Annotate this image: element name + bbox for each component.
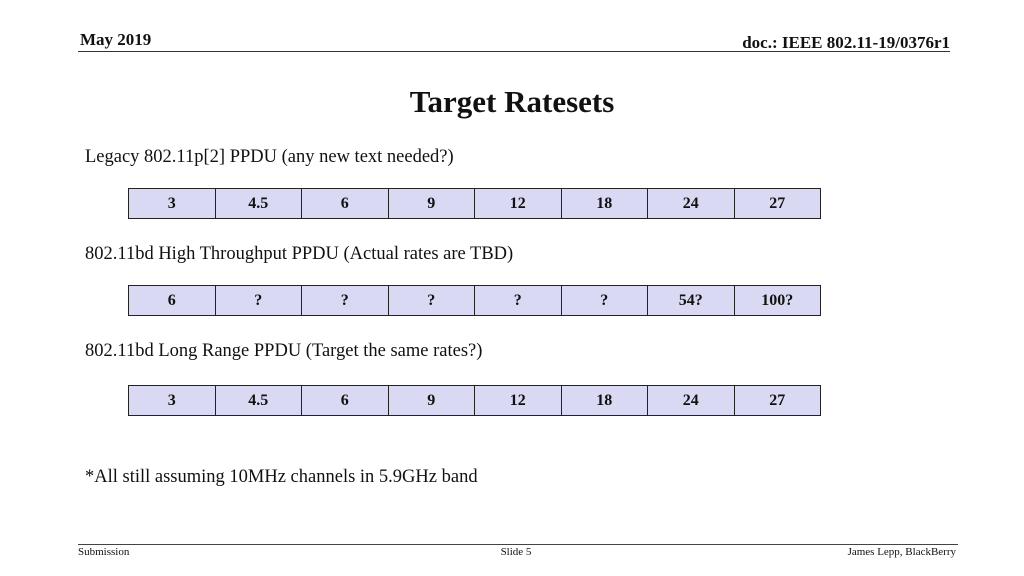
footnote: *All still assuming 10MHz channels in 5.… xyxy=(85,467,478,487)
rate-cell: ? xyxy=(301,285,389,316)
rate-cell: 100? xyxy=(733,285,821,316)
footer-slide-number: Slide 5 xyxy=(500,546,532,558)
rate-cell: 4.5 xyxy=(214,188,302,219)
rate-cell: 18 xyxy=(560,385,648,416)
rate-table-legacy: 3 4.5 6 9 12 18 24 27 xyxy=(128,188,821,219)
table-row: 6 ? ? ? ? ? 54? 100? xyxy=(128,285,821,316)
rate-cell: 27 xyxy=(733,385,821,416)
slide-title: Target Ratesets xyxy=(409,84,615,119)
rate-cell: 18 xyxy=(560,188,648,219)
rate-cell: 4.5 xyxy=(214,385,302,416)
rate-cell: 9 xyxy=(387,385,475,416)
rate-cell: 12 xyxy=(474,188,562,219)
rate-cell: 24 xyxy=(647,188,735,219)
rate-cell: 24 xyxy=(647,385,735,416)
footer-submission: Submission xyxy=(78,546,130,558)
rate-cell: 54? xyxy=(647,285,735,316)
section-heading-ht: 802.11bd High Throughput PPDU (Actual ra… xyxy=(85,244,514,264)
rate-cell: 6 xyxy=(301,188,389,219)
rate-cell: 9 xyxy=(387,188,475,219)
section-heading-legacy: Legacy 802.11p[2] PPDU (any new text nee… xyxy=(85,147,454,167)
header-doc-id: doc.: IEEE 802.11-19/0376r1 xyxy=(742,33,950,52)
rate-cell: ? xyxy=(214,285,302,316)
rate-table-lr: 3 4.5 6 9 12 18 24 27 xyxy=(128,385,821,416)
rate-cell: 27 xyxy=(733,188,821,219)
footer-rule xyxy=(78,544,958,545)
rate-table-ht: 6 ? ? ? ? ? 54? 100? xyxy=(128,285,821,316)
rate-cell: ? xyxy=(560,285,648,316)
rate-cell: 6 xyxy=(128,285,216,316)
section-heading-lr: 802.11bd Long Range PPDU (Target the sam… xyxy=(85,341,483,361)
rate-cell: 3 xyxy=(128,385,216,416)
header-date: May 2019 xyxy=(80,30,152,49)
rate-cell: 6 xyxy=(301,385,389,416)
rate-cell: 12 xyxy=(474,385,562,416)
rate-cell: 3 xyxy=(128,188,216,219)
rate-cell: ? xyxy=(387,285,475,316)
table-row: 3 4.5 6 9 12 18 24 27 xyxy=(128,188,821,219)
table-row: 3 4.5 6 9 12 18 24 27 xyxy=(128,385,821,416)
rate-cell: ? xyxy=(474,285,562,316)
header-rule xyxy=(78,51,950,52)
footer-author: James Lepp, BlackBerry xyxy=(847,546,956,558)
